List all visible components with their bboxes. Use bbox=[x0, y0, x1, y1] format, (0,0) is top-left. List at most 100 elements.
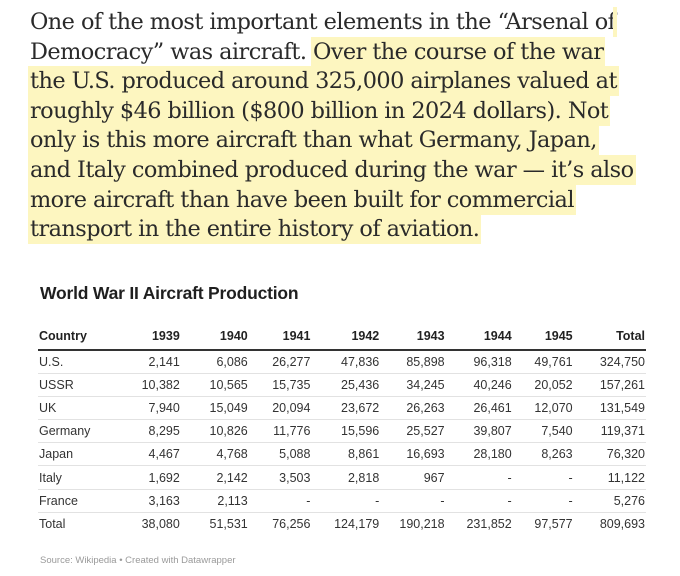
value-cell: 76,320 bbox=[573, 442, 646, 467]
table-row: U.S. 2,141 6,086 26,277 47,836 85,898 96,318 49… bbox=[38, 350, 646, 374]
value-cell: - bbox=[311, 489, 381, 513]
article-line: the U.S. produced around 325,000 airplan… bbox=[30, 67, 670, 97]
column-header-1944: 1944 bbox=[445, 322, 513, 351]
value-cell: 25,436 bbox=[311, 373, 381, 397]
value-cell: - bbox=[512, 465, 574, 490]
value-cell: 5,276 bbox=[573, 489, 646, 513]
table-row: USSR 10,382 10,565 15,735 25,436 34,245 40,246… bbox=[38, 373, 646, 397]
value-cell: 2,818 bbox=[311, 465, 381, 490]
article-line: and Italy combined produced during the w… bbox=[30, 156, 670, 186]
value-cell: 3,163 bbox=[116, 489, 181, 513]
table-row: UK 7,940 15,049 20,094 23,672 26,263 26,461 12,… bbox=[38, 396, 646, 421]
value-cell: 26,263 bbox=[380, 396, 446, 421]
value-cell: 8,861 bbox=[311, 442, 381, 467]
column-header-1943: 1943 bbox=[380, 322, 446, 351]
table-header-row: Country 1939 1940 1941 1942 1943 1944 19… bbox=[38, 322, 646, 351]
value-cell: 76,256 bbox=[272, 517, 311, 532]
value-cell: 2,141 bbox=[116, 350, 181, 374]
value-cell: 20,052 bbox=[512, 373, 574, 397]
value-cell: 97,577 bbox=[534, 517, 573, 532]
source-credit: Source: Wikipedia • Created with Datawra… bbox=[40, 555, 236, 566]
country-cell: UK bbox=[38, 396, 117, 421]
table-row: Japan 4,467 4,768 5,088 8,861 16,693 28,180 8,2… bbox=[38, 442, 646, 467]
column-header-total: Total bbox=[573, 322, 646, 351]
value-cell: 10,382 bbox=[116, 373, 181, 397]
column-header-1939: 1939 bbox=[116, 322, 181, 351]
value-cell: - bbox=[445, 465, 513, 490]
article-line: roughly $46 billion ($800 billion in 202… bbox=[30, 97, 670, 127]
value-cell: - bbox=[445, 489, 513, 513]
country-cell: U.S. bbox=[38, 350, 117, 374]
value-cell: 26,277 bbox=[248, 350, 312, 374]
article-line: One of the most important elements in th… bbox=[30, 9, 616, 35]
table-row: Total 38,080 51,531 76,256 124,179 190,218 231… bbox=[38, 512, 646, 535]
value-cell: 967 bbox=[380, 465, 446, 490]
column-header-1942: 1942 bbox=[311, 322, 381, 351]
value-cell: 119,371 bbox=[573, 419, 646, 444]
value-cell: 15,049 bbox=[180, 396, 249, 421]
value-cell: 51,531 bbox=[209, 517, 248, 532]
value-cell: 26,461 bbox=[445, 396, 513, 421]
column-header-1940: 1940 bbox=[180, 322, 249, 351]
value-cell: 6,086 bbox=[180, 350, 249, 374]
value-cell: - bbox=[248, 489, 312, 513]
value-cell: 49,761 bbox=[512, 350, 574, 374]
article-paragraph: One of the most important elements in th… bbox=[30, 8, 670, 245]
value-cell: 20,094 bbox=[248, 396, 312, 421]
value-cell: 157,261 bbox=[573, 373, 646, 397]
highlighted-text: more aircraft than have been built for c… bbox=[30, 186, 574, 213]
value-cell: - bbox=[380, 489, 446, 513]
country-cell: Japan bbox=[38, 442, 117, 467]
value-cell: 11,122 bbox=[573, 465, 646, 490]
value-cell: 16,693 bbox=[380, 442, 446, 467]
country-cell: USSR bbox=[38, 373, 117, 397]
article-line: more aircraft than have been built for c… bbox=[30, 186, 670, 216]
aircraft-production-table: Country 1939 1940 1941 1942 1943 1944 19… bbox=[38, 322, 646, 536]
column-header-1945: 1945 bbox=[512, 322, 574, 351]
highlighted-text: only is this more aircraft than what Ger… bbox=[30, 127, 597, 154]
highlighted-text: and Italy combined produced during the w… bbox=[30, 156, 634, 183]
value-cell: 190,218 bbox=[399, 517, 445, 532]
article-line: only is this more aircraft than what Ger… bbox=[30, 126, 670, 156]
column-header-1941: 1941 bbox=[248, 322, 312, 351]
value-cell: 7,940 bbox=[116, 396, 181, 421]
value-cell: 1,692 bbox=[116, 465, 181, 490]
highlighted-text: Over the course of the war bbox=[312, 38, 604, 65]
table-row: Germany 8,295 10,826 11,776 15,596 25,527 39,8… bbox=[38, 419, 646, 444]
value-cell: 39,807 bbox=[445, 419, 513, 444]
highlighted-text: the U.S. produced around 325,000 airplan… bbox=[30, 68, 617, 95]
value-cell: 11,776 bbox=[248, 419, 312, 444]
value-cell: 85,898 bbox=[380, 350, 446, 374]
value-cell: 15,735 bbox=[248, 373, 312, 397]
value-cell: 231,852 bbox=[466, 517, 512, 532]
country-cell: Italy bbox=[38, 465, 117, 490]
value-cell: 8,263 bbox=[512, 442, 574, 467]
value-cell: 47,836 bbox=[311, 350, 381, 374]
value-cell: 5,088 bbox=[248, 442, 312, 467]
table-title: World War II Aircraft Production bbox=[40, 283, 299, 303]
value-cell: 324,750 bbox=[573, 350, 646, 374]
value-cell: 124,179 bbox=[334, 517, 380, 532]
value-cell: 28,180 bbox=[445, 442, 513, 467]
value-cell: 10,826 bbox=[180, 419, 249, 444]
value-cell: 10,565 bbox=[180, 373, 249, 397]
country-cell: Total bbox=[39, 517, 66, 532]
value-cell: 3,503 bbox=[248, 465, 312, 490]
highlighted-text: transport in the entire history of aviat… bbox=[30, 216, 480, 243]
value-cell: 7,540 bbox=[512, 419, 574, 444]
country-cell: France bbox=[38, 489, 117, 513]
value-cell: 131,549 bbox=[573, 396, 646, 421]
value-cell: 2,142 bbox=[180, 465, 249, 490]
value-cell: 96,318 bbox=[445, 350, 513, 374]
value-cell: 12,070 bbox=[512, 396, 574, 421]
value-cell: 4,467 bbox=[116, 442, 181, 467]
article-line: Democracy” was aircraft. Over the course… bbox=[30, 38, 604, 65]
value-cell: 34,245 bbox=[380, 373, 446, 397]
value-cell: 2,113 bbox=[180, 489, 249, 513]
article-line: transport in the entire history of aviat… bbox=[30, 215, 670, 245]
value-cell: - bbox=[512, 489, 574, 513]
country-cell: Germany bbox=[38, 419, 117, 444]
value-cell: 23,672 bbox=[311, 396, 381, 421]
value-cell: 25,527 bbox=[380, 419, 446, 444]
value-cell: 38,080 bbox=[141, 517, 180, 532]
